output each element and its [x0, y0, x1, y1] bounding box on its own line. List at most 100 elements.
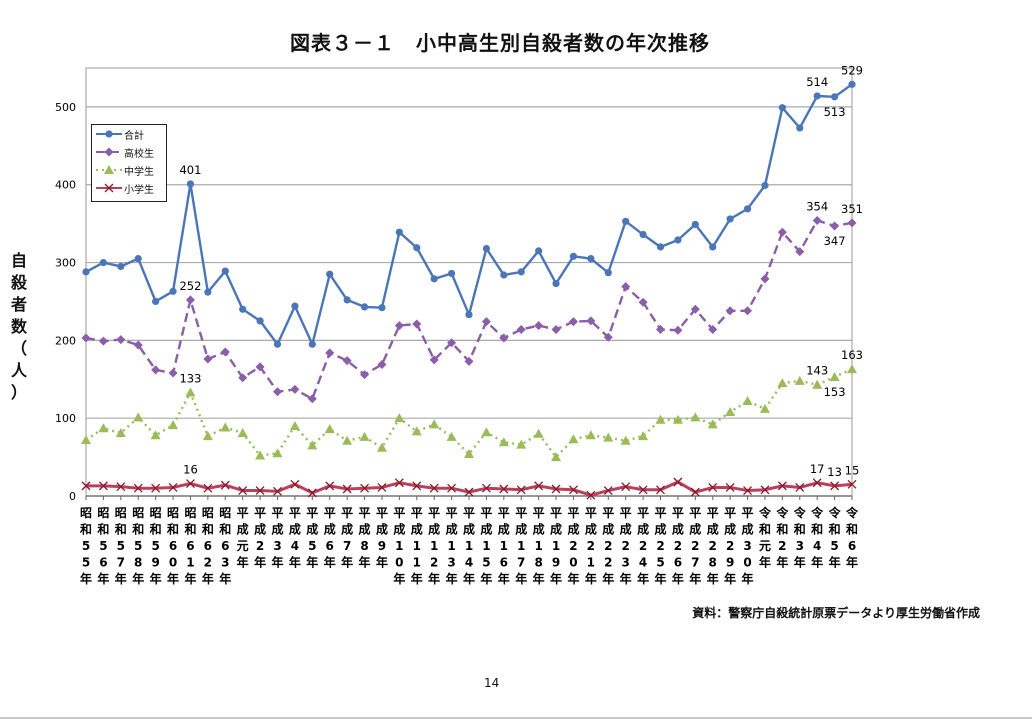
data-point — [516, 485, 526, 495]
data-point — [481, 483, 491, 493]
x-tick-char: 8 — [534, 556, 542, 570]
x-tick-char: 年 — [271, 555, 283, 570]
data-point — [220, 422, 231, 432]
data-point — [291, 302, 299, 310]
legend-label: 高校生 — [124, 148, 154, 160]
data-point — [656, 324, 665, 334]
x-tick-char: 年 — [567, 571, 579, 586]
data-point — [691, 220, 699, 229]
x-tick-char: 成 — [237, 522, 249, 537]
x-tick-label: 平成 2 7 年 — [689, 506, 701, 586]
data-label: 252 — [179, 279, 201, 293]
data-point — [168, 368, 178, 378]
data-label: 143 — [806, 364, 828, 378]
data-point — [446, 431, 457, 441]
x-tick-char: 平 — [654, 506, 666, 520]
x-tick-char: 2 — [256, 539, 264, 553]
data-point — [255, 450, 266, 460]
data-point — [621, 482, 631, 492]
data-label: 16 — [183, 463, 198, 477]
x-tick-char: 平 — [533, 506, 545, 520]
x-tick-char: 年 — [376, 555, 388, 570]
x-tick-label: 令和 2 年 — [775, 505, 789, 570]
x-tick-char: 平 — [271, 506, 283, 520]
data-point — [777, 378, 788, 388]
x-tick-char: 6 — [674, 556, 682, 570]
data-point — [169, 287, 177, 295]
x-tick-char: 平 — [428, 506, 440, 520]
data-point — [830, 221, 840, 231]
x-tick-label: 平成 7 年 — [341, 506, 353, 570]
x-tick-char: 6 — [204, 539, 212, 553]
data-point — [342, 356, 352, 366]
x-tick-char: 年 — [602, 571, 614, 586]
source-note: 資料：警察庁自殺統計原票データより厚生労働省作成 — [692, 606, 980, 620]
x-tick-char: 昭 — [202, 506, 214, 520]
x-tick-char: 年 — [742, 571, 754, 586]
x-tick-char: 成 — [515, 522, 527, 537]
data-point — [104, 165, 114, 174]
data-point — [290, 479, 300, 489]
x-tick-label: 令和 6 年 — [845, 505, 859, 570]
x-tick-label: 昭和 5 5 年 — [79, 506, 92, 586]
x-tick-char: 成 — [393, 522, 405, 537]
x-tick-char: 成 — [428, 522, 440, 537]
x-tick-char: 3 — [796, 539, 804, 553]
x-tick-char: 8 — [360, 539, 368, 553]
x-tick-char: 成 — [498, 522, 510, 537]
x-tick-char: 成 — [463, 522, 475, 537]
x-tick-char: 2 — [204, 556, 212, 570]
data-point — [289, 420, 300, 430]
data-point — [812, 379, 823, 389]
data-point — [499, 333, 509, 343]
x-tick-char: 0 — [569, 556, 577, 570]
data-point — [447, 483, 457, 493]
data-point — [847, 364, 857, 374]
x-tick-char: 2 — [430, 556, 438, 570]
x-tick-char: 8 — [134, 556, 142, 570]
data-point — [585, 430, 596, 440]
data-label: 17 — [810, 462, 825, 476]
x-tick-label: 昭和 5 6 年 — [96, 506, 109, 586]
data-point — [568, 485, 578, 495]
data-point — [622, 217, 630, 225]
x-tick-char: 年 — [689, 571, 701, 586]
data-point — [672, 414, 683, 424]
x-tick-label: 昭和 6 0 年 — [166, 506, 179, 586]
x-tick-char: 3 — [743, 539, 751, 553]
x-tick-char: 令 — [775, 505, 789, 520]
x-tick-char: 7 — [343, 539, 351, 553]
data-point — [98, 336, 108, 346]
x-tick-char: 平 — [411, 506, 423, 520]
series-中学生: 133 143 153 163 — [81, 348, 863, 462]
x-tick-char: 平 — [550, 506, 562, 520]
x-tick-char: 1 — [395, 539, 403, 553]
x-tick-char: 年 — [515, 571, 527, 586]
data-point — [104, 183, 114, 193]
x-tick-char: 年 — [654, 571, 666, 586]
data-point — [690, 487, 700, 497]
legend-item: 高校生 — [92, 143, 166, 161]
data-point — [794, 375, 805, 385]
x-tick-char: 年 — [776, 555, 788, 570]
x-tick-char: 年 — [324, 555, 336, 570]
x-tick-char: 平 — [324, 506, 336, 520]
data-point — [743, 306, 753, 316]
x-tick-char: 年 — [97, 571, 109, 586]
x-tick-char: 年 — [707, 571, 719, 586]
x-tick-label: 平成 1 9 年 — [550, 506, 562, 586]
x-tick-char: 年 — [254, 555, 266, 570]
data-point — [586, 490, 596, 500]
x-tick-char: 年 — [620, 571, 632, 586]
data-point — [395, 228, 403, 236]
x-tick-char: 平 — [707, 506, 719, 520]
data-point — [743, 486, 753, 496]
x-tick-char: 年 — [289, 555, 301, 570]
data-point — [690, 304, 700, 314]
x-tick-char: 成 — [289, 522, 301, 537]
data-point — [481, 317, 491, 327]
data-label: 514 — [806, 75, 828, 89]
data-point — [168, 420, 179, 430]
x-tick-char: 令 — [828, 505, 842, 520]
data-point — [587, 255, 595, 263]
